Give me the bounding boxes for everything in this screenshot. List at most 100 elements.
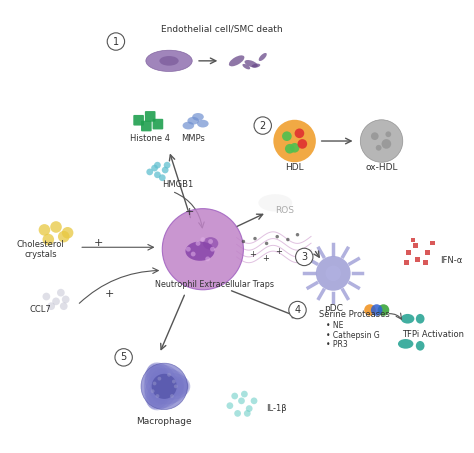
Circle shape <box>164 162 171 169</box>
Ellipse shape <box>151 368 189 396</box>
Ellipse shape <box>416 314 425 323</box>
Circle shape <box>253 237 257 240</box>
Circle shape <box>205 256 210 261</box>
Ellipse shape <box>252 63 260 67</box>
Ellipse shape <box>149 364 184 396</box>
Circle shape <box>151 165 158 171</box>
Text: crystals: crystals <box>24 250 57 259</box>
Circle shape <box>174 385 178 388</box>
Ellipse shape <box>146 375 178 410</box>
Text: TFPi Activation: TFPi Activation <box>402 330 464 339</box>
Ellipse shape <box>245 60 258 67</box>
Text: pDC: pDC <box>324 304 343 313</box>
Text: CCL7: CCL7 <box>30 304 52 313</box>
Circle shape <box>62 227 73 239</box>
Circle shape <box>50 221 62 233</box>
Circle shape <box>57 289 65 297</box>
Circle shape <box>47 302 55 310</box>
Circle shape <box>141 363 187 410</box>
Circle shape <box>295 129 304 138</box>
Circle shape <box>254 117 272 134</box>
Ellipse shape <box>242 64 250 69</box>
Text: ROS: ROS <box>275 206 294 215</box>
Ellipse shape <box>416 341 425 351</box>
Circle shape <box>242 240 245 243</box>
Circle shape <box>167 373 171 377</box>
Circle shape <box>238 397 245 404</box>
Ellipse shape <box>203 237 219 250</box>
Ellipse shape <box>146 362 178 397</box>
Circle shape <box>107 33 125 50</box>
Circle shape <box>115 349 132 366</box>
Text: Cholesterol: Cholesterol <box>17 240 64 249</box>
Bar <box>406 250 410 255</box>
Text: • PR3: • PR3 <box>327 340 348 349</box>
Text: 5: 5 <box>120 352 127 362</box>
Circle shape <box>146 169 153 175</box>
Text: +: + <box>104 289 114 299</box>
Circle shape <box>155 394 159 398</box>
Ellipse shape <box>144 367 171 406</box>
Text: 3: 3 <box>301 252 307 262</box>
Ellipse shape <box>151 376 189 405</box>
Bar <box>413 243 418 248</box>
Ellipse shape <box>229 55 245 66</box>
Circle shape <box>154 162 161 169</box>
Circle shape <box>296 233 299 236</box>
Circle shape <box>282 131 292 141</box>
Circle shape <box>227 402 233 409</box>
Text: • NE: • NE <box>327 321 344 330</box>
Circle shape <box>371 304 383 316</box>
FancyBboxPatch shape <box>153 119 163 130</box>
Text: 2: 2 <box>260 120 266 130</box>
Text: HMGB1: HMGB1 <box>162 180 193 189</box>
Ellipse shape <box>187 117 199 125</box>
Circle shape <box>326 265 341 281</box>
Text: IFN-α: IFN-α <box>440 256 463 265</box>
Circle shape <box>275 235 279 238</box>
Circle shape <box>234 410 241 417</box>
Circle shape <box>244 410 251 417</box>
Text: IL-1β: IL-1β <box>265 404 286 413</box>
Ellipse shape <box>259 53 267 61</box>
Circle shape <box>170 394 174 398</box>
Ellipse shape <box>152 373 190 400</box>
Circle shape <box>316 256 351 291</box>
Ellipse shape <box>398 339 413 349</box>
Circle shape <box>43 234 54 246</box>
Circle shape <box>376 145 382 151</box>
Bar <box>404 260 409 265</box>
Bar <box>415 257 420 262</box>
Circle shape <box>153 381 156 386</box>
Bar <box>425 250 430 255</box>
Circle shape <box>382 139 391 149</box>
Circle shape <box>191 251 196 256</box>
Circle shape <box>52 298 60 305</box>
Circle shape <box>371 132 379 140</box>
Circle shape <box>62 295 70 304</box>
Circle shape <box>157 377 161 381</box>
Text: 1: 1 <box>113 37 119 47</box>
Text: • Cathepsin G: • Cathepsin G <box>327 331 380 340</box>
Text: ox-HDL: ox-HDL <box>365 163 398 172</box>
Circle shape <box>196 241 201 246</box>
Circle shape <box>186 247 191 251</box>
Text: +: + <box>94 238 103 248</box>
Ellipse shape <box>197 120 209 127</box>
Text: 4: 4 <box>294 305 301 315</box>
Circle shape <box>273 120 316 162</box>
Ellipse shape <box>401 314 414 323</box>
Ellipse shape <box>146 50 192 72</box>
Circle shape <box>296 248 313 265</box>
Circle shape <box>286 238 290 241</box>
Circle shape <box>241 390 248 397</box>
Ellipse shape <box>182 122 194 130</box>
Circle shape <box>201 237 205 242</box>
Circle shape <box>364 304 376 316</box>
Circle shape <box>289 301 306 319</box>
Circle shape <box>159 174 165 181</box>
Text: +: + <box>185 207 194 217</box>
Circle shape <box>39 224 50 236</box>
Circle shape <box>162 167 169 173</box>
Ellipse shape <box>145 371 173 409</box>
